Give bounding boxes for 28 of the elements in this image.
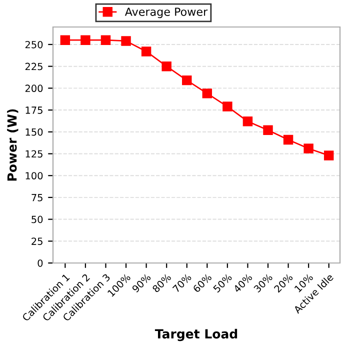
x-axis-title: Target Load [154,328,238,342]
point [304,144,314,154]
point [242,116,253,126]
y-tick-label: 250 [25,40,43,48]
point [202,88,212,98]
y-tick-label: 50 [32,216,43,224]
y-tick-label: 125 [26,150,42,158]
point [141,46,152,56]
point [60,35,70,45]
y-tick-label: 25 [32,238,42,245]
point [182,75,192,86]
y-tick-label: 0 [38,259,43,267]
y-tick-label: 175 [26,106,42,114]
point [324,150,334,160]
y-tick-label: 75 [32,194,42,202]
y-tick-label: 200 [25,84,43,92]
y-tick-label: 100 [26,172,43,180]
point [162,61,172,72]
y-tick-label: 150 [26,128,43,136]
y-axis-title: Power (W) [7,109,18,181]
point [121,36,131,46]
point [80,35,90,45]
legend-label: Average Power [124,8,208,18]
y-tick-label: 225 [25,62,42,70]
point [222,102,232,112]
point [263,125,273,135]
point [283,134,294,145]
point [100,35,111,45]
